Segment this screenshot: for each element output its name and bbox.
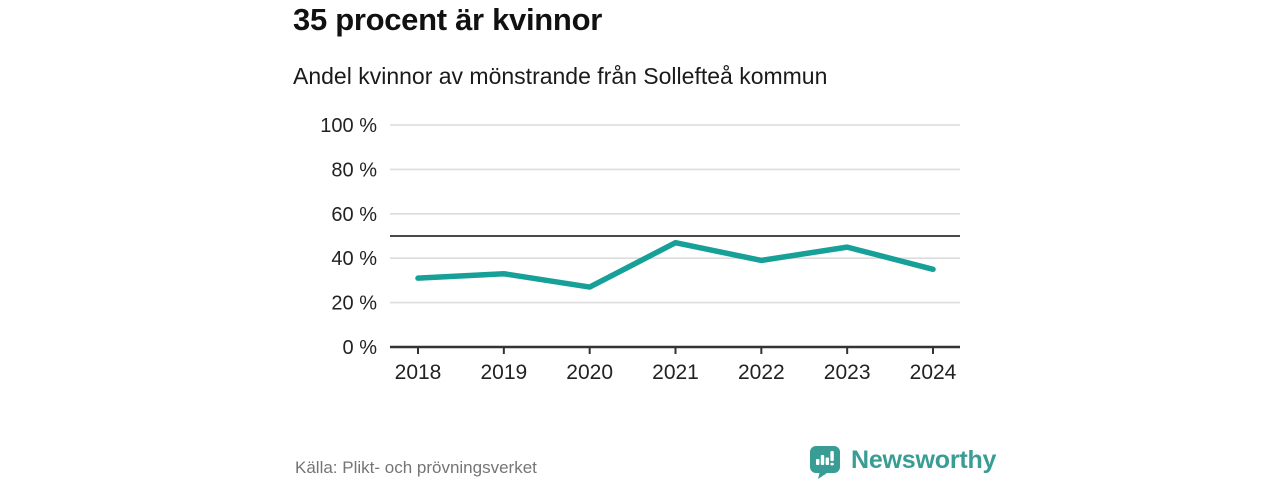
y-axis-label: 60 % (331, 204, 377, 226)
y-axis-label: 40 % (331, 248, 377, 270)
x-axis-label: 2024 (910, 361, 957, 384)
brand-name: Newsworthy (851, 445, 997, 474)
chart-title: 35 procent är kvinnor (293, 2, 602, 37)
x-axis-label: 2019 (480, 361, 527, 384)
x-axis-label: 2018 (395, 361, 442, 384)
x-axis-label: 2021 (652, 361, 699, 384)
y-axis-label: 80 % (331, 159, 377, 181)
x-axis-label: 2020 (566, 361, 613, 384)
x-axis-label: 2022 (738, 361, 785, 384)
y-axis-label: 100 % (320, 115, 377, 137)
line-chart: 0 % 20 % 40 % 60 % 80 % 100 % 2018 2019 2020 2021… (320, 115, 960, 384)
data-series-line (415, 239, 936, 290)
source-note: Källa: Plikt- och prövningsverket (295, 458, 537, 477)
brand-logo: Newsworthy (806, 441, 996, 479)
y-axis-label: 20 % (331, 293, 377, 315)
y-axis-label: 0 % (343, 337, 378, 359)
x-axis-label: 2023 (824, 361, 871, 384)
chart-subtitle: Andel kvinnor av mönstrande från Solleft… (293, 63, 828, 89)
bar-chart-speech-bubble-icon (810, 445, 840, 479)
